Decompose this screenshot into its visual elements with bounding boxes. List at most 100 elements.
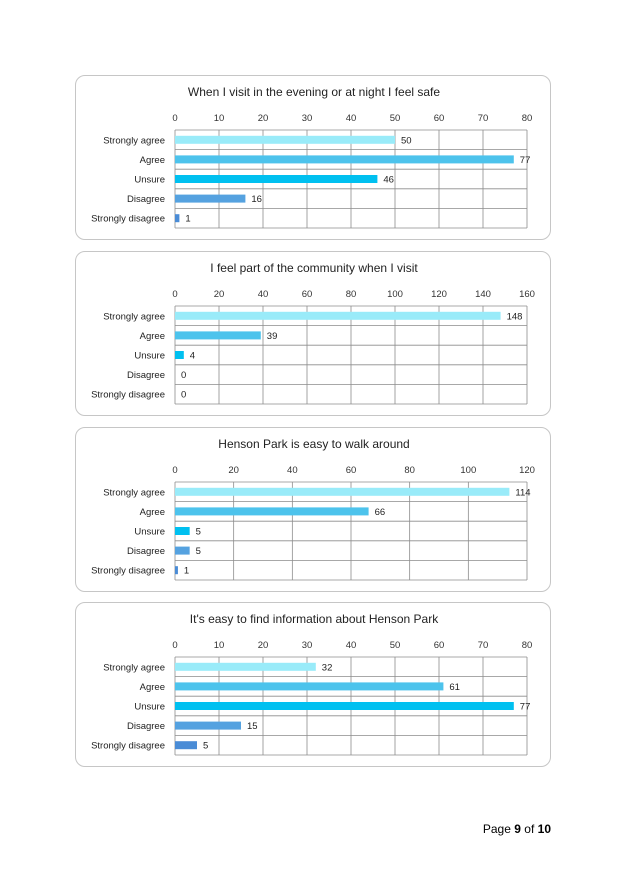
x-tick-label: 80 <box>404 465 415 476</box>
bar <box>175 487 510 496</box>
x-tick-label: 30 <box>302 640 313 651</box>
bar <box>175 155 514 164</box>
x-tick-label: 0 <box>172 640 177 651</box>
value-label: 46 <box>383 175 394 186</box>
value-label: 114 <box>515 487 530 498</box>
page-of: of <box>524 822 535 836</box>
x-tick-label: 10 <box>214 113 225 124</box>
category-label: Agree <box>140 331 165 342</box>
category-label: Strongly agree <box>103 311 165 322</box>
category-label: Agree <box>140 507 165 518</box>
x-tick-label: 160 <box>519 289 535 300</box>
category-label: Agree <box>140 682 165 693</box>
category-label: Strongly disagree <box>91 566 165 577</box>
value-label: 0 <box>181 370 186 381</box>
category-label: Strongly agree <box>103 135 165 146</box>
category-label: Unsure <box>134 351 165 362</box>
bar <box>175 527 190 535</box>
value-label: 77 <box>520 155 531 166</box>
x-tick-label: 120 <box>519 465 535 476</box>
chart-panel-information: It's easy to find information about Hens… <box>75 602 551 767</box>
chart-panel-walk-around: Henson Park is easy to walk around 0 20 40 6… <box>75 427 551 592</box>
chart-title: I feel part of the community when I visi… <box>210 261 418 275</box>
bar <box>175 311 501 320</box>
x-tick-label: 10 <box>214 640 225 651</box>
x-tick-label: 80 <box>346 289 357 300</box>
value-label: 1 <box>185 214 190 225</box>
x-tick-label: 60 <box>434 640 445 651</box>
bar <box>175 662 316 671</box>
category-label: Disagree <box>127 194 165 205</box>
chart-svg: It's easy to find information about Hens… <box>91 612 533 756</box>
bar <box>175 682 444 691</box>
chart-svg: When I visit in the evening or at night … <box>91 85 533 229</box>
value-label: 15 <box>247 721 258 732</box>
value-label: 4 <box>190 351 195 362</box>
x-tick-label: 20 <box>258 640 269 651</box>
x-tick-label: 40 <box>346 640 357 651</box>
chart-svg: I feel part of the community when I visi… <box>91 261 535 405</box>
x-tick-label: 80 <box>522 113 533 124</box>
value-label: 5 <box>196 527 201 538</box>
category-label: Unsure <box>134 527 165 538</box>
bar <box>175 566 178 575</box>
bar <box>175 507 369 516</box>
bar <box>175 351 184 359</box>
category-label: Disagree <box>127 546 165 557</box>
x-tick-label: 0 <box>172 465 177 476</box>
x-tick-label: 50 <box>390 113 401 124</box>
bar <box>175 721 241 730</box>
category-label: Disagree <box>127 721 165 732</box>
value-label: 5 <box>203 741 208 752</box>
bar <box>175 175 378 183</box>
x-tick-label: 20 <box>258 113 269 124</box>
page-label: Page <box>482 822 511 836</box>
x-tick-label: 70 <box>478 113 489 124</box>
category-label: Strongly agree <box>103 662 165 673</box>
category-label: Unsure <box>134 175 165 186</box>
x-tick-label: 100 <box>387 289 403 300</box>
category-label: Strongly agree <box>103 487 165 498</box>
value-label: 32 <box>322 662 333 673</box>
page-current: 9 <box>514 822 521 836</box>
category-label: Unsure <box>134 702 165 713</box>
page-footer: Page 9 of 10 <box>483 822 551 836</box>
value-label: 16 <box>251 194 262 205</box>
x-tick-label: 40 <box>258 289 269 300</box>
x-tick-label: 40 <box>287 465 298 476</box>
x-tick-label: 20 <box>214 289 225 300</box>
x-tick-label: 60 <box>346 465 357 476</box>
page-total: 10 <box>537 822 551 836</box>
chart-svg: Henson Park is easy to walk around 0 20 40 6… <box>91 437 535 581</box>
value-label: 5 <box>196 546 201 557</box>
value-label: 50 <box>401 135 412 146</box>
category-label: Disagree <box>127 370 165 381</box>
category-label: Strongly disagree <box>91 214 165 225</box>
value-label: 148 <box>507 311 523 322</box>
x-tick-label: 70 <box>478 640 489 651</box>
category-label: Agree <box>140 155 165 166</box>
x-tick-label: 60 <box>434 113 445 124</box>
x-tick-label: 0 <box>172 113 177 124</box>
value-label: 77 <box>520 702 531 713</box>
bar <box>175 741 197 750</box>
chart-title: It's easy to find information about Hens… <box>190 612 439 626</box>
category-label: Strongly disagree <box>91 741 165 752</box>
value-label: 61 <box>449 682 460 693</box>
bar <box>175 702 514 710</box>
value-label: 0 <box>181 390 186 401</box>
chart-panel-feel-safe: When I visit in the evening or at night … <box>75 75 551 240</box>
x-tick-label: 120 <box>431 289 447 300</box>
bar <box>175 135 395 144</box>
x-tick-label: 50 <box>390 640 401 651</box>
x-tick-label: 140 <box>475 289 491 300</box>
bar <box>175 214 180 223</box>
x-tick-label: 80 <box>522 640 533 651</box>
chart-panel-community: I feel part of the community when I visi… <box>75 251 551 416</box>
chart-title: Henson Park is easy to walk around <box>218 437 409 451</box>
bar <box>175 331 261 340</box>
value-label: 66 <box>375 507 386 518</box>
bar <box>175 194 246 203</box>
x-tick-label: 60 <box>302 289 313 300</box>
x-tick-label: 100 <box>460 465 476 476</box>
